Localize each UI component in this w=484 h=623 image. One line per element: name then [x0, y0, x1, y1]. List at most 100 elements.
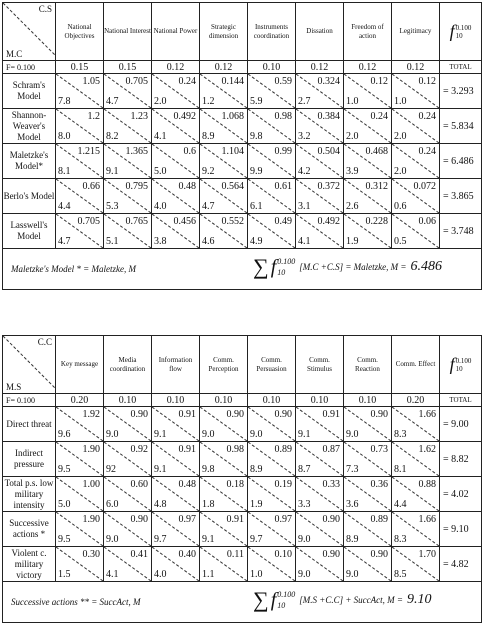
raw-score: 4.7: [58, 236, 71, 247]
weighted-value: 0.11: [226, 549, 244, 560]
data-cell: 0.98 9.8: [247, 108, 296, 144]
row-label: Direct threat: [2, 406, 56, 442]
weighted-value: 0.89: [370, 514, 389, 525]
f-symbol: f: [449, 354, 455, 374]
weighted-value: 1.90: [82, 444, 101, 455]
weighted-value: 0.66: [82, 181, 101, 192]
data-cell: 0.11 1.1: [199, 546, 248, 582]
data-cell: 0.97 9.7: [151, 511, 200, 547]
raw-score: 4.0: [154, 569, 167, 580]
data-cell: 0.90 9.0: [199, 406, 248, 442]
raw-score: 1.9: [346, 236, 359, 247]
raw-score: 1.1: [202, 569, 215, 580]
raw-score: 8.3: [394, 429, 407, 440]
row-total: = 3.865: [439, 178, 482, 214]
data-cell: 0.144 1.2: [199, 73, 248, 109]
formula-superscript: 0.100: [277, 257, 296, 266]
raw-score: 3.2: [298, 131, 311, 142]
raw-score: 6.1: [250, 201, 263, 212]
table-row: Lasswell's Model 0.705 4.7 0.765 5.1 0.456 3.8…: [2, 213, 482, 249]
formula-subscript: 10: [277, 601, 286, 610]
weighted-value: 0.24: [418, 111, 437, 122]
data-cell: 0.90 9.0: [103, 511, 152, 547]
data-cell: 1.215 8.1: [55, 143, 104, 179]
data-cell: 0.468 3.9: [343, 143, 392, 179]
table-row: Violent c. military victory 0.30 1.5 0.41 4.…: [2, 546, 482, 582]
weighted-value: 0.12: [370, 76, 389, 87]
f-limits: 0.100 10: [456, 24, 472, 40]
raw-score: 4.7: [202, 201, 215, 212]
raw-score: 3.1: [298, 201, 311, 212]
weighted-value: 1.92: [82, 409, 101, 420]
weighted-value: 0.90: [226, 409, 245, 420]
weighted-value: 0.48: [178, 181, 197, 192]
weighted-value: 0.10: [274, 549, 293, 560]
column-header: Comm. Effect: [391, 335, 440, 394]
raw-score: 3.9: [346, 166, 359, 177]
successive-actions-evaluation-table-container: C.C M.S Key message Media coordination Infor…: [2, 335, 482, 623]
raw-score: 92: [106, 464, 116, 475]
raw-score: 9.1: [106, 166, 119, 177]
weight-value: 0.12: [343, 60, 392, 74]
f-label: F= 0.100: [2, 393, 56, 407]
data-cell: 0.30 1.5: [55, 546, 104, 582]
corner-cell: C.S M.C: [2, 2, 56, 61]
raw-score: 9.5: [58, 464, 71, 475]
weighted-value: 0.06: [418, 216, 437, 227]
data-cell: 1.23 8.2: [103, 108, 152, 144]
column-header: Strategic dimension: [199, 2, 248, 61]
row-total: = 4.82: [439, 546, 482, 582]
data-cell: 0.91 9.1: [199, 511, 248, 547]
data-cell: 1.00 5.0: [55, 476, 104, 512]
weight-value: 0.10: [295, 393, 344, 407]
raw-score: 1.8: [202, 499, 215, 510]
column-header: Instruments coordination: [247, 2, 296, 61]
raw-score: 2.7: [298, 96, 311, 107]
weighted-value: 1.104: [221, 146, 245, 157]
data-cell: 0.88 4.4: [391, 476, 440, 512]
row-label: Maletzke's Model*: [2, 143, 56, 179]
weighted-value: 0.504: [317, 146, 341, 157]
weighted-value: 0.91: [178, 444, 197, 455]
data-cell: 1.66 8.3: [391, 511, 440, 547]
data-cell: 0.49 4.9: [247, 213, 296, 249]
raw-score: 4.1: [154, 131, 167, 142]
data-cell: 0.504 4.2: [295, 143, 344, 179]
weighted-value: 1.66: [418, 409, 437, 420]
row-total: = 8.82: [439, 441, 482, 477]
raw-score: 2.0: [394, 166, 407, 177]
raw-score: 4.1: [298, 236, 311, 247]
f-label: F= 0.100: [2, 60, 56, 74]
weighted-value: 0.98: [226, 444, 245, 455]
table-row: Successive actions * 1.90 9.5 0.90 9.0 0.97 9.…: [2, 511, 482, 547]
summation-formula: ∑ f0.100 10 [M.C +C.S] = Maletzke, M = 6.486: [253, 254, 442, 280]
data-cell: 0.384 3.2: [295, 108, 344, 144]
raw-score: 8.5: [394, 569, 407, 580]
raw-score: 7.8: [58, 96, 71, 107]
row-total: = 5.834: [439, 108, 482, 144]
raw-score: 8.9: [346, 534, 359, 545]
data-cell: 1.66 8.3: [391, 406, 440, 442]
raw-score: 4.1: [106, 569, 119, 580]
row-label: Total p.s. low military intensity: [2, 476, 56, 512]
data-cell: 0.90 9.0: [103, 406, 152, 442]
data-cell: 0.89 8.9: [343, 511, 392, 547]
weighted-value: 1.90: [82, 514, 101, 525]
column-header: National Interest: [103, 2, 152, 61]
raw-score: 8.2: [106, 131, 119, 142]
data-cell: 0.91 9.1: [151, 406, 200, 442]
formula-row: Maletzke's Model * = Maletzke, M ∑ f0.100 1…: [2, 248, 482, 290]
formula-limits: 0.100 10: [277, 589, 295, 611]
maletzke-evaluation-table-container: C.S M.C National Objectives National Intere…: [2, 2, 482, 290]
f-symbol-cell: f0.100 10: [439, 335, 482, 394]
data-cell: 0.87 8.7: [295, 441, 344, 477]
raw-score: 4.2: [298, 166, 311, 177]
f-symbol: f: [449, 21, 455, 41]
weighted-value: 0.384: [317, 111, 341, 122]
data-cell: 0.705 4.7: [103, 73, 152, 109]
raw-score: 4.6: [202, 236, 215, 247]
weighted-value: 0.324: [317, 76, 341, 87]
data-cell: 1.62 8.1: [391, 441, 440, 477]
table-row: Total p.s. low military intensity 1.00 5.0…: [2, 476, 482, 512]
formula-result: 6.486: [410, 259, 442, 274]
